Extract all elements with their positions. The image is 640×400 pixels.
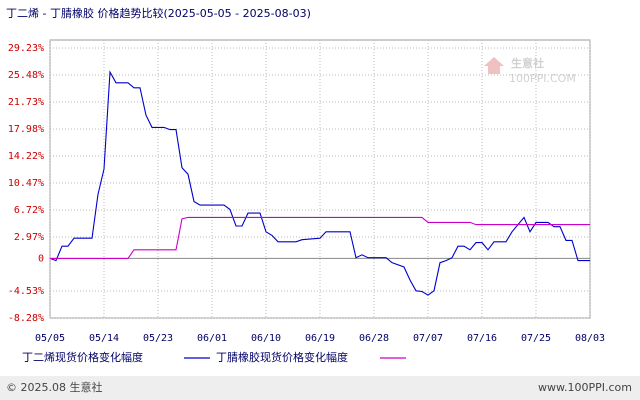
watermark: 生意社 100PPI.COM [484, 56, 576, 85]
watermark-icon [484, 57, 504, 74]
y-tick-label: 6.72% [14, 205, 44, 216]
y-tick-label: 17.98% [8, 124, 44, 135]
x-tick-label: 07/25 [521, 333, 551, 344]
footer-site: www.100PPI.com [538, 381, 632, 394]
y-tick-label: 2.97% [14, 232, 44, 243]
y-tick-label: -4.53% [8, 286, 44, 297]
y-tick-label: -8.28% [8, 313, 44, 324]
y-tick-label: 14.22% [8, 151, 44, 162]
x-tick-label: 07/16 [467, 333, 497, 344]
footer-copyright: © 2025.08 生意社 [6, 380, 102, 394]
legend-label: 丁腈橡胶现货价格变化幅度 [216, 350, 348, 364]
y-tick-label: 10.47% [8, 178, 44, 189]
x-tick-label: 06/19 [305, 333, 335, 344]
y-tick-label: 29.23% [8, 43, 44, 54]
series-line [49, 70, 590, 296]
watermark-name: 生意社 [511, 56, 544, 70]
y-tick-label: 21.73% [8, 97, 44, 108]
x-tick-label: 06/01 [197, 333, 227, 344]
watermark-url: 100PPI.COM [509, 72, 576, 85]
legend-label: 丁二烯现货价格变化幅度 [22, 350, 143, 364]
x-tick-label: 05/05 [35, 333, 65, 344]
x-tick-label: 05/14 [89, 333, 119, 344]
x-tick-label: 05/23 [143, 333, 173, 344]
footer-bar [0, 376, 640, 400]
y-tick-label: 0 [38, 253, 44, 264]
chart-title: 丁二烯 - 丁腈橡胶 价格趋势比较(2025-05-05 - 2025-08-0… [6, 6, 311, 20]
x-tick-label: 08/03 [575, 333, 605, 344]
x-tick-label: 06/10 [251, 333, 281, 344]
series-line [50, 216, 590, 259]
x-tick-label: 06/28 [359, 333, 389, 344]
x-tick-label: 07/07 [413, 333, 443, 344]
y-tick-label: 25.48% [8, 70, 44, 81]
